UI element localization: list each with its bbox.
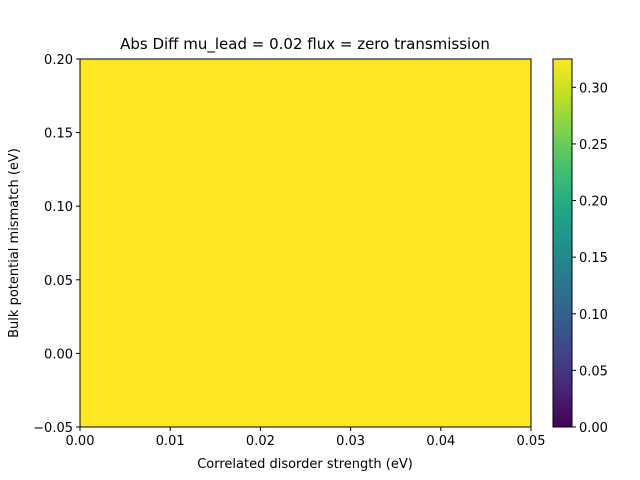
colorbar-tick-label: 0.15 [579,251,608,266]
x-tick-label: 0.05 [517,434,546,449]
x-tick-label: 0.03 [336,434,365,449]
heatmap-cells [80,59,531,427]
x-axis-ticks: 0.00 0.01 0.02 0.03 0.04 0.05 [66,427,546,449]
colorbar-tick-label: 0.20 [579,195,608,210]
colorbar-tick-label: 0.25 [579,138,608,153]
colorbar-tick-label: 0.00 [579,421,608,436]
colorbar-tick-label: 0.05 [579,364,608,379]
colorbar-tick-label: 0.30 [579,81,608,96]
y-tick-label: 0.05 [44,274,73,289]
heatmap-cell [80,59,531,427]
y-tick-label: −0.05 [33,421,73,436]
x-tick-label: 0.00 [66,434,95,449]
y-axis-ticks: −0.05 0.00 0.05 0.10 0.15 0.20 [33,53,80,436]
chart-title: Abs Diff mu_lead = 0.02 flux = zero tran… [120,35,490,54]
x-tick-label: 0.04 [426,434,455,449]
colorbar [552,58,573,428]
x-tick-label: 0.02 [246,434,275,449]
colorbar-ticks: 0.00 0.05 0.10 0.15 0.20 0.25 0.30 [572,81,608,436]
y-tick-label: 0.00 [44,347,73,362]
y-tick-label: 0.20 [44,53,73,68]
y-tick-label: 0.15 [44,127,73,142]
x-axis-label: Correlated disorder strength (eV) [197,457,413,472]
colorbar-tick-label: 0.10 [579,308,608,323]
y-tick-label: 0.10 [44,200,73,215]
plot-frame [79,58,532,428]
y-axis-label: Bulk potential mismatch (eV) [7,148,22,338]
x-tick-label: 0.01 [156,434,185,449]
